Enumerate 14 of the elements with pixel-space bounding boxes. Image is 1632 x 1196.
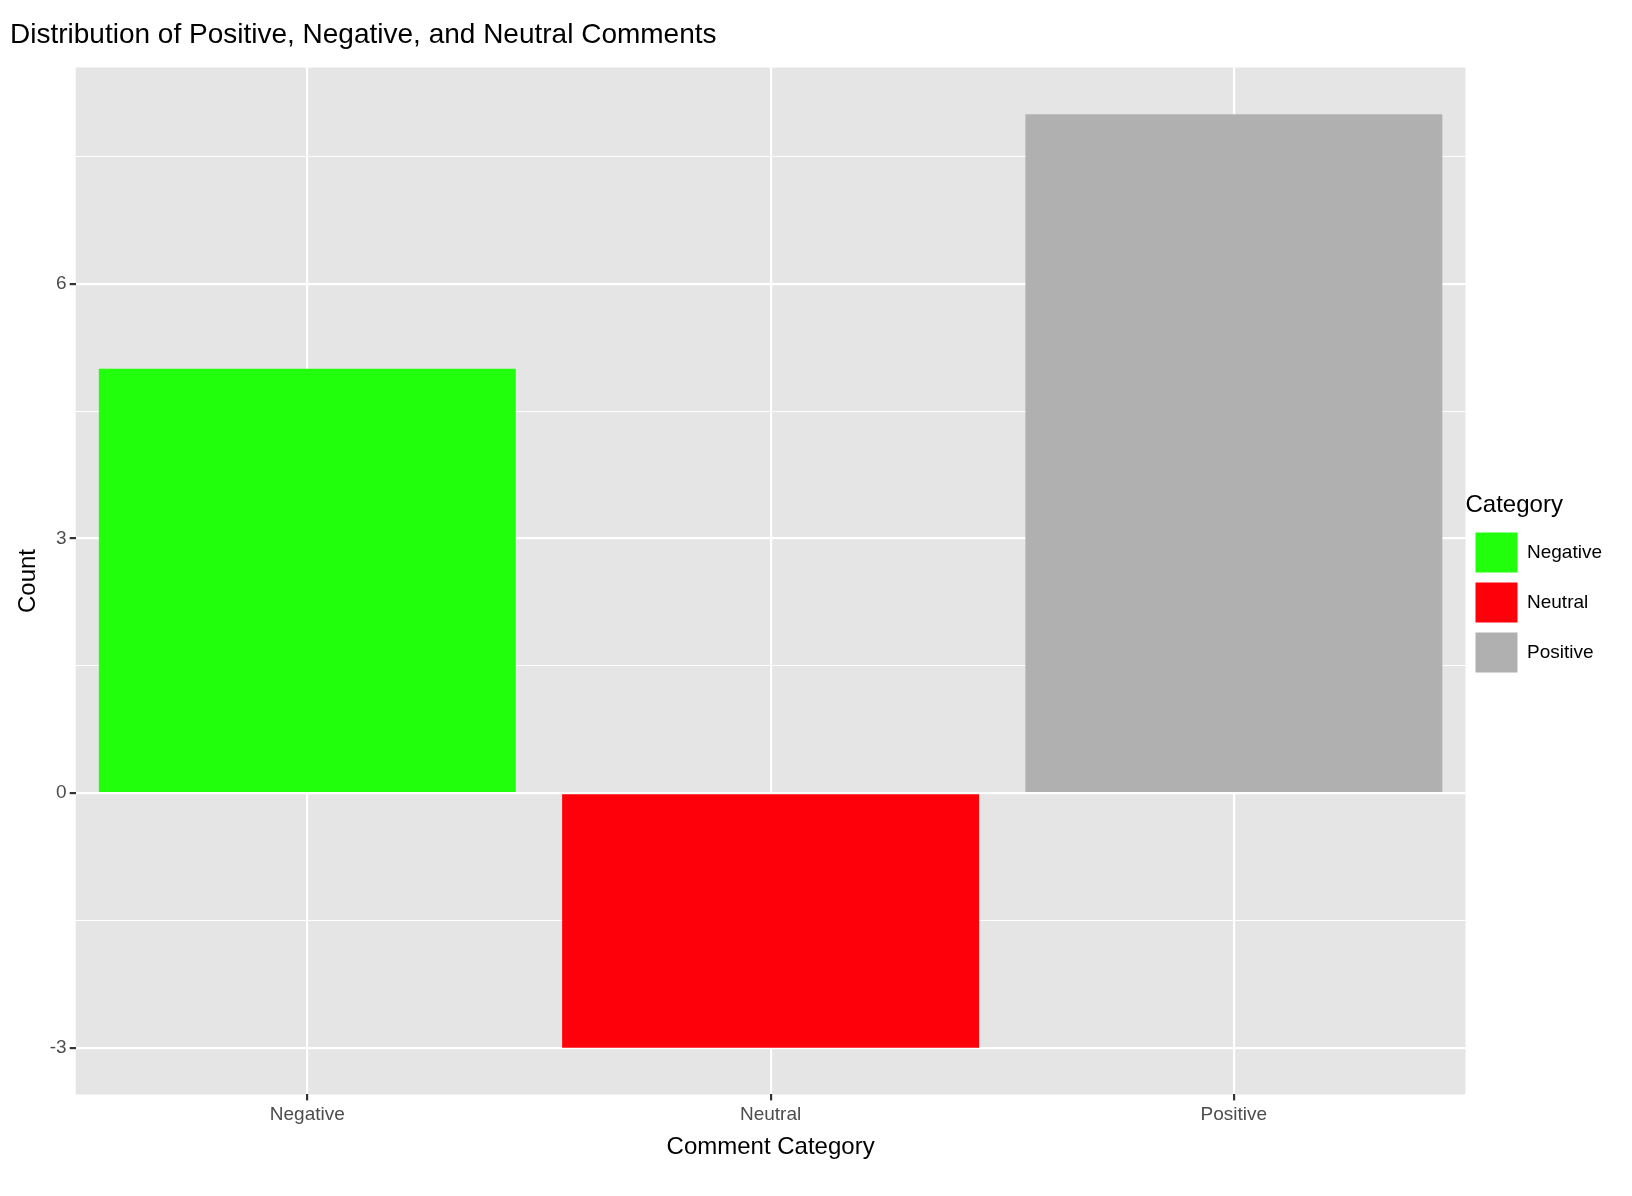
- x-tick-label: Neutral: [739, 1103, 802, 1125]
- y-tick-label: 6: [56, 272, 67, 294]
- legend-label: Negative: [1527, 540, 1603, 562]
- legend-label: Positive: [1527, 640, 1594, 662]
- y-tick-label: 3: [56, 526, 67, 548]
- chart-title: Distribution of Positive, Negative, and Neutral Comments: [10, 17, 717, 49]
- y-tick-label: -3: [49, 1035, 67, 1057]
- x-tick-label: Positive: [1200, 1103, 1268, 1125]
- legend-label: Neutral: [1527, 590, 1589, 612]
- y-axis-title: Count: [13, 548, 41, 614]
- y-tick-label: 0: [56, 781, 67, 803]
- x-axis-title: Comment Category: [666, 1132, 875, 1160]
- x-tick-label: Negative: [269, 1103, 345, 1125]
- legend-title: Category: [1465, 490, 1563, 518]
